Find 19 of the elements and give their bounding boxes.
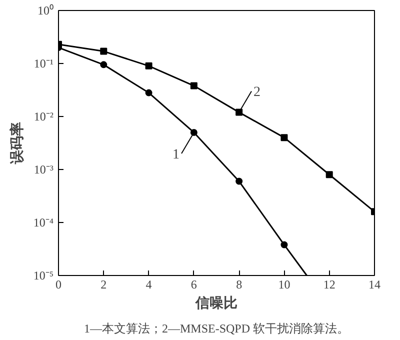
y-tick-label: 10⁻⁵ [33, 268, 54, 282]
annotation: 1 [172, 148, 180, 163]
x-tick-label: 4 [146, 278, 152, 292]
x-tick-label: 2 [100, 278, 107, 292]
y-axis-title: 误码率 [8, 122, 26, 165]
annotation: 2 [253, 85, 260, 100]
y-tick-label: 10⁰ [38, 4, 54, 18]
y-tick-label: 10⁻² [34, 110, 54, 124]
x-tick-label: 12 [323, 278, 336, 292]
y-tick-label: 10⁻³ [34, 162, 54, 176]
x-axis-title: 信噪比 [194, 296, 238, 312]
x-tick-label: 8 [236, 278, 242, 292]
y-tick-label: 10⁻¹ [34, 56, 54, 70]
x-tick-label: 6 [190, 278, 197, 292]
text: 1—本文算法；2—MMSE-SQPD 软干扰消除算法。 [84, 322, 350, 336]
y-tick-label: 10⁻⁴ [33, 216, 54, 230]
x-tick-label: 10 [278, 278, 290, 292]
x-tick-label: 0 [56, 278, 62, 292]
x-tick-label: 14 [368, 278, 380, 292]
